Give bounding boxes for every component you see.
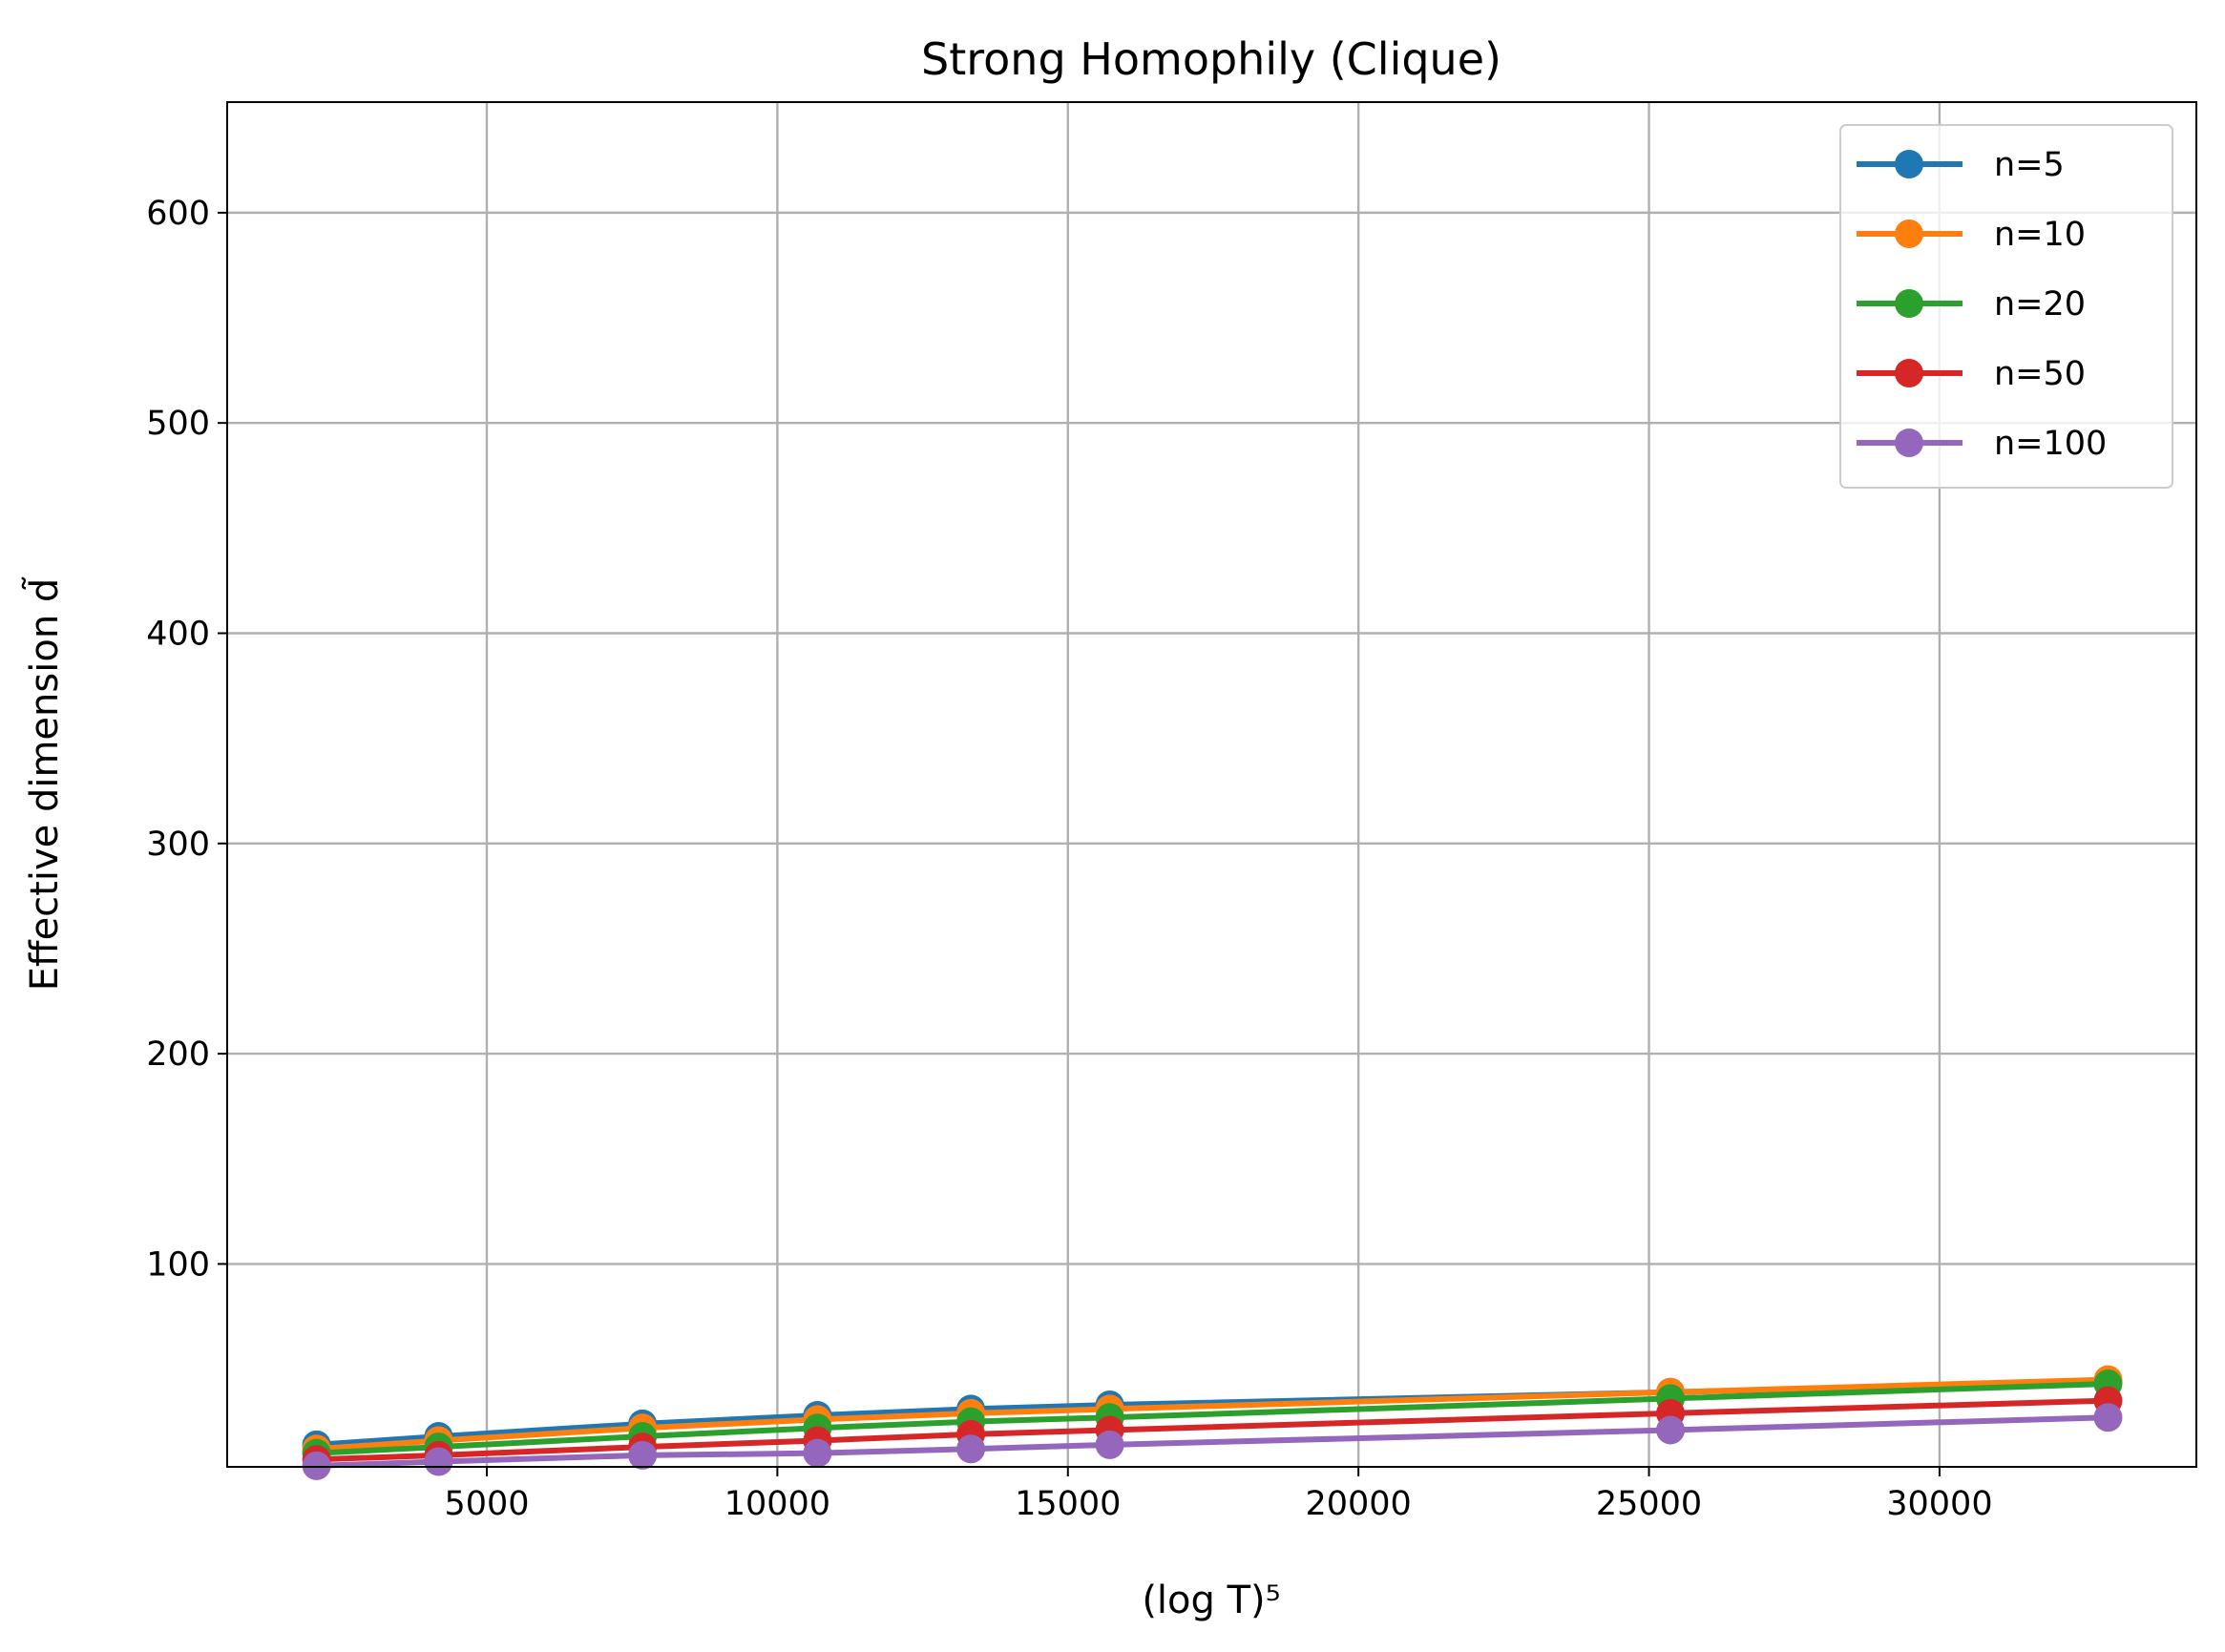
data-point [1656, 1415, 1686, 1445]
series-line [316, 1414, 2109, 1469]
legend-label: n=100 [1994, 425, 2107, 463]
legend-marker [1895, 359, 1923, 387]
data-point [956, 1434, 986, 1464]
legend: n=5 n=10 n=20 n=50 n=100 [1839, 124, 2173, 489]
legend-label: n=10 [1994, 216, 2086, 254]
data-point [1095, 1430, 1124, 1459]
series-line [316, 1380, 2109, 1456]
series-line [316, 1397, 2109, 1463]
data-point [424, 1447, 453, 1476]
x-tick-label: 25000 [1596, 1485, 1702, 1523]
data-point [628, 1440, 658, 1470]
x-axis-label: (log T)⁵ [1142, 1579, 1280, 1622]
legend-marker [1895, 150, 1923, 178]
y-tick-label: 300 [146, 826, 210, 864]
plot-area [302, 1365, 2123, 1480]
legend-marker [1895, 289, 1923, 318]
x-tick-label: 5000 [444, 1485, 529, 1523]
x-tick-label: 20000 [1305, 1485, 1411, 1523]
grid: 5000 10000 15000 20000 25000 30000 100 200 300 40… [146, 102, 2196, 1523]
legend-marker [1895, 220, 1923, 248]
series-line [316, 1376, 2109, 1453]
x-tick-label: 10000 [724, 1485, 830, 1523]
legend-label: n=5 [1994, 146, 2065, 184]
chart-title: Strong Homophily (Clique) [921, 33, 1501, 85]
y-tick-label: 400 [146, 615, 210, 653]
y-tick-label: 500 [146, 405, 210, 443]
legend-box [1839, 124, 2173, 489]
legend-label: n=20 [1994, 285, 2086, 324]
y-tick-label: 100 [146, 1245, 210, 1284]
legend-label: n=50 [1994, 355, 2086, 393]
data-point [302, 1451, 331, 1480]
y-tick-label: 200 [146, 1035, 210, 1074]
x-tick-label: 30000 [1886, 1485, 1992, 1523]
x-tick-label: 15000 [1015, 1485, 1121, 1523]
y-axis-label: Effective dimension d̃ [21, 576, 67, 991]
data-point [803, 1438, 832, 1468]
axes-frame [226, 101, 2197, 1468]
data-point [2093, 1403, 2123, 1432]
y-tick-label: 600 [146, 195, 210, 233]
legend-marker [1895, 429, 1923, 457]
